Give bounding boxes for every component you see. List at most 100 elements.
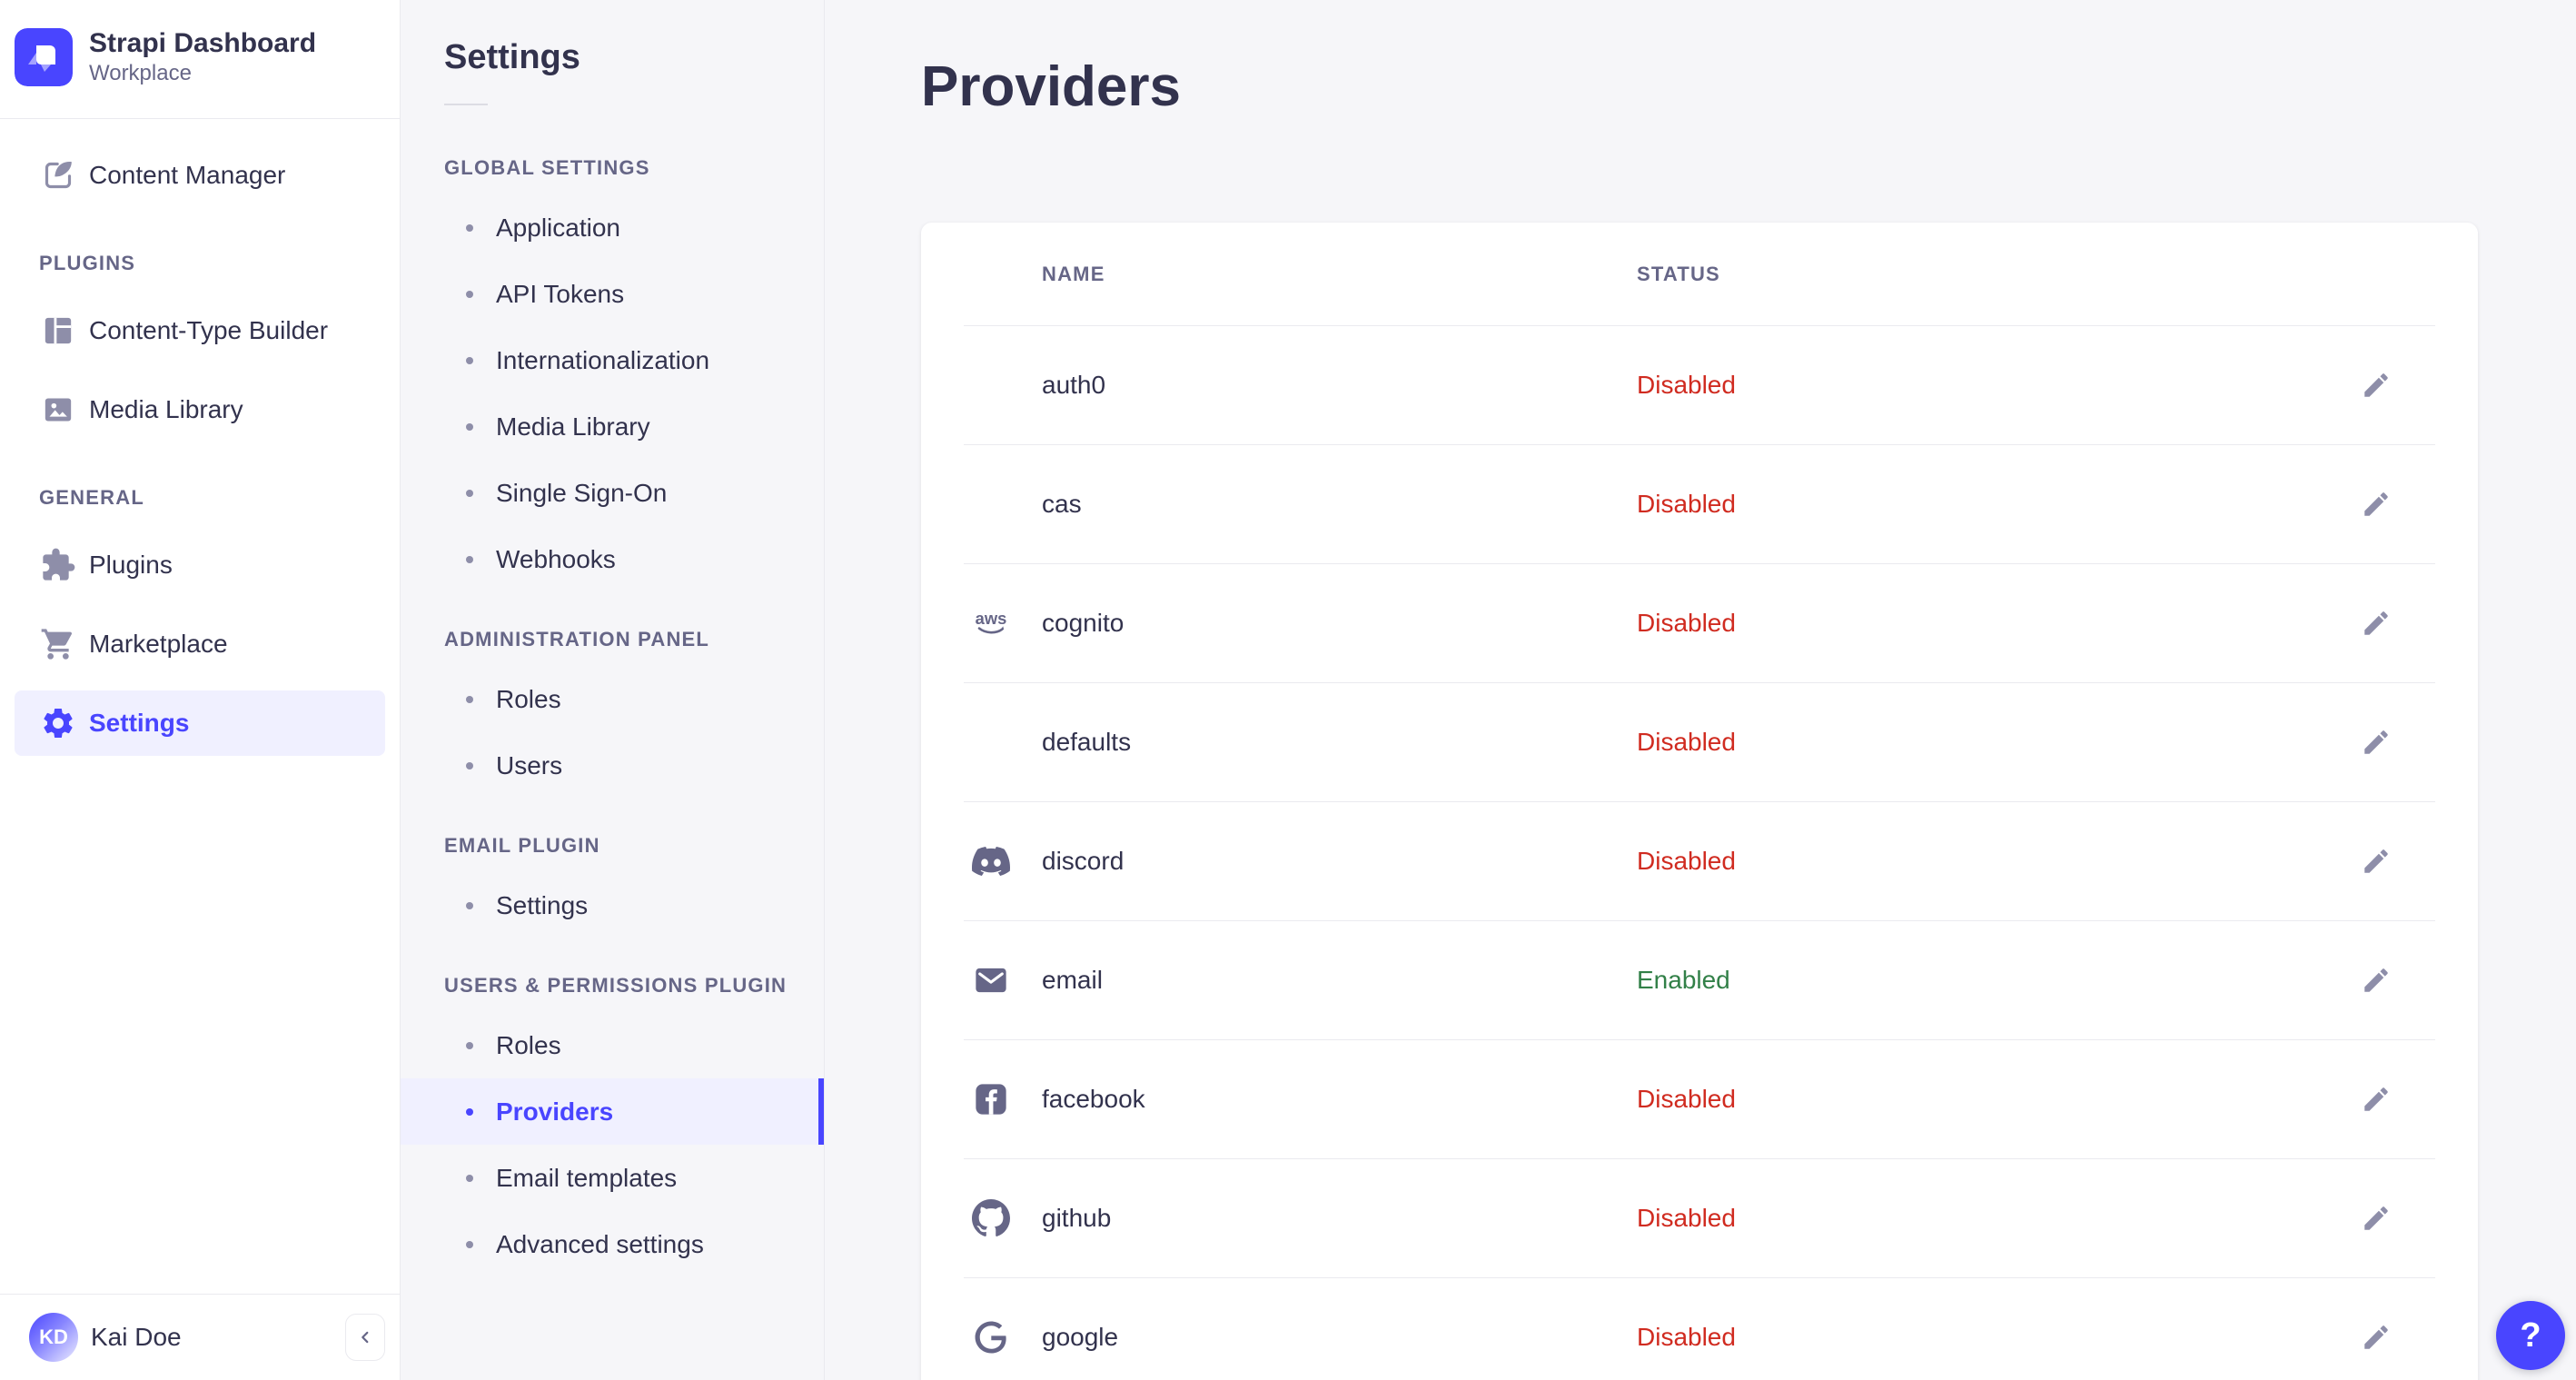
facebook-icon (972, 1080, 1010, 1118)
edit-provider-button[interactable] (2354, 958, 2398, 1002)
subnav-item-webhooks[interactable]: Webhooks (401, 526, 824, 592)
subnav-item-label: Providers (496, 1097, 614, 1126)
workspace-switcher[interactable]: Strapi Dashboard Workplace (0, 0, 400, 118)
bullet-icon (466, 1041, 473, 1049)
sidebar-item-content-manager[interactable]: Content Manager (15, 143, 385, 208)
provider-icon-cell (970, 721, 1012, 763)
status-badge: Disabled (1637, 1322, 1736, 1351)
provider-name: cognito (1042, 608, 1125, 637)
provider-icon-cell (970, 364, 1012, 406)
subnav-item-settings[interactable]: Settings (401, 872, 824, 938)
subnav-item-internationalization[interactable]: Internationalization (401, 327, 824, 393)
bullet-icon (466, 422, 473, 431)
provider-icon-cell (970, 1316, 1012, 1358)
provider-icon-cell (970, 1197, 1012, 1239)
marketplace-icon (40, 626, 76, 662)
table-row-cognito[interactable]: cognito Disabled (921, 563, 2478, 682)
edit-provider-button[interactable] (2354, 1196, 2398, 1240)
collapse-sidebar-button[interactable] (345, 1314, 385, 1361)
sidebar-item-marketplace[interactable]: Marketplace (15, 611, 385, 677)
status-badge: Disabled (1637, 608, 1736, 637)
status-badge: Enabled (1637, 965, 1730, 994)
edit-provider-button[interactable] (2354, 1077, 2398, 1121)
bullet-icon (466, 761, 473, 769)
subnav-section-global-settings: GLOBAL SETTINGS Application API Tokens Inte… (401, 155, 824, 592)
edit-provider-button[interactable] (2354, 1315, 2398, 1359)
main-sidebar: Strapi Dashboard Workplace Content Manag… (0, 0, 401, 1380)
subnav-item-api-tokens[interactable]: API Tokens (401, 261, 824, 327)
edit-provider-button[interactable] (2354, 839, 2398, 883)
plugins-icon (40, 547, 76, 583)
subnav-item-label: API Tokens (496, 279, 625, 308)
media-library-icon (40, 392, 76, 428)
table-row-google[interactable]: google Disabled (921, 1277, 2478, 1380)
strapi-logo-icon (15, 28, 73, 86)
subnav-item-roles[interactable]: Roles (401, 1012, 824, 1078)
edit-provider-button[interactable] (2354, 363, 2398, 407)
subnav-item-media-library[interactable]: Media Library (401, 393, 824, 460)
table-row-email[interactable]: email Enabled (921, 920, 2478, 1039)
settings-subnav: Settings GLOBAL SETTINGS Application API T… (401, 0, 825, 1380)
avatar[interactable]: KD (29, 1313, 78, 1362)
bullet-icon (466, 356, 473, 364)
subnav-item-single-sign-on[interactable]: Single Sign-On (401, 460, 824, 526)
sidebar-divider (0, 118, 400, 119)
table-row-discord[interactable]: discord Disabled (921, 801, 2478, 920)
subnav-item-users[interactable]: Users (401, 732, 824, 799)
sidebar-item-plugins[interactable]: Plugins (15, 532, 385, 598)
subnav-section-heading: GLOBAL SETTINGS (444, 156, 650, 179)
subnav-section-heading: EMAIL PLUGIN (444, 834, 600, 857)
sidebar-item-label: Settings (89, 709, 190, 737)
bullet-icon (466, 1174, 473, 1182)
edit-provider-button[interactable] (2354, 601, 2398, 645)
settings-icon (40, 705, 76, 741)
subnav-item-roles[interactable]: Roles (401, 666, 824, 732)
edit-provider-button[interactable] (2354, 720, 2398, 764)
google-icon (972, 1318, 1010, 1356)
provider-icon-cell (970, 483, 1012, 525)
subnav-item-email-templates[interactable]: Email templates (401, 1145, 824, 1211)
aws-icon (972, 604, 1010, 642)
subnav-section-users-permissions-plugin: USERS & PERMISSIONS PLUGIN Roles Providers… (401, 973, 824, 1277)
status-badge: Disabled (1637, 1084, 1736, 1113)
table-row-auth0[interactable]: auth0 Disabled (921, 325, 2478, 444)
providers-table: NAME STATUS auth0 Disabled cas Disabled cogn… (921, 223, 2478, 1380)
subnav-item-application[interactable]: Application (401, 194, 824, 261)
edit-icon (2361, 1203, 2392, 1234)
discord-icon (972, 842, 1010, 880)
chevron-left-icon (355, 1327, 375, 1347)
subnav-item-label: Single Sign-On (496, 478, 668, 507)
column-header-name: NAME (1042, 262, 1105, 285)
subnav-item-label: Internationalization (496, 345, 710, 374)
table-row-cas[interactable]: cas Disabled (921, 444, 2478, 563)
sidebar-item-label: Plugins (89, 551, 173, 579)
edit-icon (2361, 846, 2392, 877)
edit-icon (2361, 1084, 2392, 1115)
sidebar-item-media-library[interactable]: Media Library (15, 377, 385, 442)
table-row-defaults[interactable]: defaults Disabled (921, 682, 2478, 801)
subnav-sections: GLOBAL SETTINGS Application API Tokens Inte… (401, 155, 824, 1277)
table-row-github[interactable]: github Disabled (921, 1158, 2478, 1277)
table-row-facebook[interactable]: facebook Disabled (921, 1039, 2478, 1158)
help-button[interactable]: ? (2496, 1301, 2565, 1370)
sidebar-item-content-type-builder[interactable]: Content-Type Builder (15, 298, 385, 363)
subnav-item-advanced-settings[interactable]: Advanced settings (401, 1211, 824, 1277)
subnav-item-label: Webhooks (496, 544, 616, 573)
status-badge: Disabled (1637, 846, 1736, 875)
subnav-section-heading: ADMINISTRATION PANEL (444, 628, 710, 650)
edit-icon (2361, 489, 2392, 520)
github-icon (972, 1199, 1010, 1237)
app-title: Strapi Dashboard (89, 28, 317, 58)
sidebar-item-settings[interactable]: Settings (15, 690, 385, 756)
provider-name: discord (1042, 846, 1125, 875)
subnav-section-email-plugin: EMAIL PLUGIN Settings (401, 833, 824, 938)
provider-name: github (1042, 1203, 1112, 1232)
edit-provider-button[interactable] (2354, 482, 2398, 526)
bullet-icon (466, 1240, 473, 1248)
edit-icon (2361, 370, 2392, 401)
bullet-icon (466, 1107, 473, 1116)
subnav-item-providers[interactable]: Providers (401, 1078, 824, 1145)
question-mark-icon: ? (2520, 1315, 2541, 1355)
sidebar-item-label: Content-Type Builder (89, 316, 329, 344)
sidebar-footer: KD Kai Doe (0, 1294, 400, 1380)
